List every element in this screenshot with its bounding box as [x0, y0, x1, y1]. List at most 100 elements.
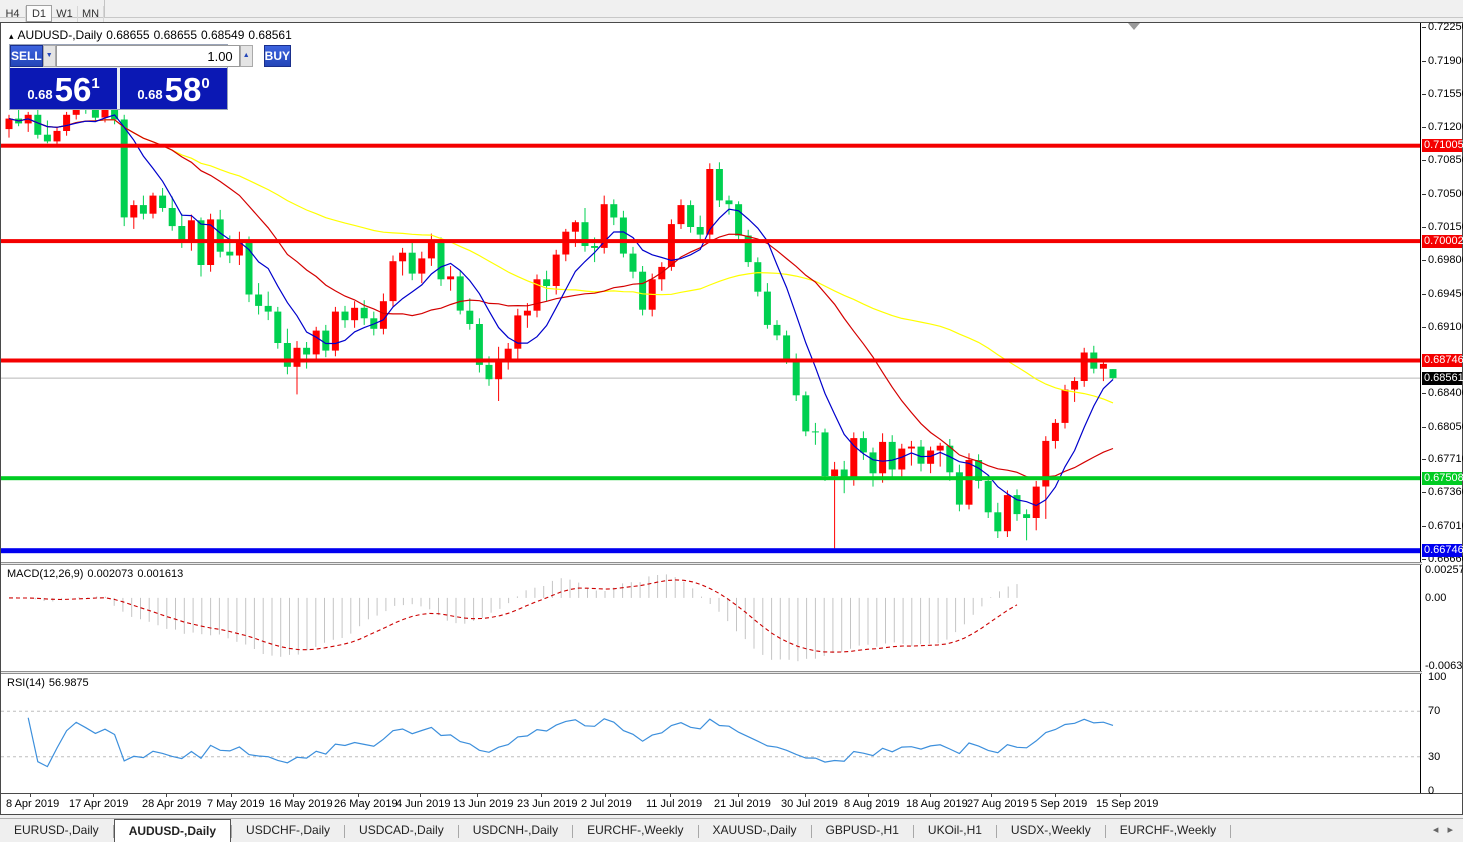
sell-price-pip: 1 — [91, 75, 100, 92]
chart-tab-ukoil-h1[interactable]: UKOil-,H1 — [927, 823, 982, 837]
chart-tab-usdchf-daily[interactable]: USDCHF-,Daily — [246, 823, 331, 837]
date-tick-mark — [670, 794, 671, 797]
tab-divider — [231, 825, 233, 838]
buy-price-pip: 0 — [201, 75, 210, 92]
price-tick-mark — [1422, 61, 1426, 62]
volume-increase-button[interactable]: ▲ — [239, 45, 253, 67]
chart-tab-usdcad-daily[interactable]: USDCAD-,Daily — [359, 823, 444, 837]
level-price-badge: 0.71005 — [1422, 139, 1463, 152]
current-price-badge: 0.68561 — [1422, 372, 1463, 385]
timeframe-button-d1[interactable]: D1 — [26, 5, 52, 22]
date-label: 17 Apr 2019 — [69, 798, 129, 810]
chart-tab-eurusd-daily[interactable]: EURUSD-,Daily — [14, 823, 99, 837]
tab-scroll-left-icon[interactable]: ◂ — [1432, 824, 1439, 836]
chart-tab-audusd-daily[interactable]: AUDUSD-,Daily — [113, 819, 232, 842]
price-tick-mark — [1422, 127, 1426, 128]
date-tick-mark — [930, 794, 931, 797]
tab-divider — [344, 825, 346, 838]
volume-decrease-button[interactable]: ▼ — [42, 45, 56, 67]
date-label: 16 May 2019 — [269, 798, 333, 810]
level-price-badge: 0.70002 — [1422, 235, 1463, 248]
price-chart-pane[interactable] — [1, 23, 1421, 562]
date-label: 5 Sep 2019 — [1031, 798, 1088, 810]
price-tick-mark — [1422, 327, 1426, 328]
collapse-panel-icon[interactable]: ▴ — [9, 31, 14, 41]
price-tick-mark — [1422, 393, 1426, 394]
symbol-title: AUDUSD-,Daily — [17, 28, 103, 42]
rsi-indicator-pane[interactable]: RSI(14) 56.9875 — [1, 674, 1421, 793]
date-label: 15 Sep 2019 — [1096, 798, 1159, 810]
rsi-axis-label: 70 — [1428, 705, 1441, 717]
pane-separator[interactable] — [1, 562, 1462, 565]
level-price-badge: 0.66746 — [1422, 544, 1463, 557]
date-label: 28 Apr 2019 — [142, 798, 202, 810]
date-tick-mark — [868, 794, 869, 797]
sell-price-big: 56 — [54, 71, 92, 108]
date-label: 8 Apr 2019 — [6, 798, 60, 810]
chart-tab-xauusd-daily[interactable]: XAUUSD-,Daily — [712, 823, 797, 837]
level-price-badge: 0.68746 — [1422, 354, 1463, 367]
date-tick-mark — [991, 794, 992, 797]
date-label: 30 Jul 2019 — [781, 798, 838, 810]
volume-input[interactable] — [55, 45, 240, 67]
tab-scroll-controls: ◂ ▸ — [1427, 819, 1463, 842]
tab-divider — [810, 825, 812, 838]
date-label: 13 Jun 2019 — [453, 798, 514, 810]
date-tick-mark — [738, 794, 739, 797]
date-label: 4 Jun 2019 — [396, 798, 451, 810]
pane-separator[interactable] — [1, 671, 1462, 674]
buy-price-big: 58 — [164, 71, 202, 108]
date-label: 2 Jul 2019 — [581, 798, 632, 810]
level-price-badge: 0.67508 — [1422, 472, 1463, 485]
price-tick-mark — [1422, 260, 1426, 261]
toolbar-separator — [104, 0, 105, 17]
date-tick-mark — [231, 794, 232, 797]
buy-button[interactable]: BUY — [263, 45, 292, 67]
chart-tab-usdx-weekly[interactable]: USDX-,Weekly — [1010, 823, 1091, 837]
ohlc-high: 0.68655 — [153, 28, 197, 42]
chart-tab-eurchf-weekly[interactable]: EURCHF-,Weekly — [1119, 823, 1217, 837]
date-tick-mark — [93, 794, 94, 797]
timeframe-button-w1[interactable]: W1 — [52, 6, 78, 23]
ohlc-low: 0.68549 — [201, 28, 245, 42]
date-label: 8 Aug 2019 — [844, 798, 900, 810]
one-click-trade-panel: SELL ▼ ▲ BUY 0.68 56 1 0.68 58 0 — [9, 44, 292, 110]
price-tick-mark — [1422, 492, 1426, 493]
rsi-label: RSI(14) 56.9875 — [7, 677, 89, 689]
date-tick-mark — [1120, 794, 1121, 797]
date-tick-mark — [1055, 794, 1056, 797]
tab-divider — [697, 825, 699, 838]
date-tick-mark — [358, 794, 359, 797]
macd-indicator-pane[interactable]: MACD(12,26,9) 0.002073 0.001613 — [1, 565, 1421, 671]
sell-button[interactable]: SELL — [10, 45, 43, 67]
buy-price-display[interactable]: 0.68 58 0 — [120, 68, 227, 109]
timeframe-button-mn[interactable]: MN — [78, 6, 104, 23]
chart-tab-usdcnh-daily[interactable]: USDCNH-,Daily — [472, 823, 559, 837]
tab-scroll-right-icon[interactable]: ▸ — [1447, 824, 1453, 836]
price-tick-mark — [1422, 459, 1426, 460]
price-tick-mark — [1422, 427, 1426, 428]
price-tick-mark — [1422, 160, 1426, 161]
chart-tab-eurchf-weekly[interactable]: EURCHF-,Weekly — [587, 823, 684, 837]
timeframe-toolbar: H4 D1 W1 MN — [0, 0, 1463, 23]
macd-label: MACD(12,26,9) 0.002073 0.001613 — [7, 568, 184, 580]
chart-tab-gbpusd-h1[interactable]: GBPUSD-,H1 — [825, 823, 899, 837]
price-tick-mark — [1422, 559, 1426, 560]
price-tick-mark — [1422, 294, 1426, 295]
tab-divider — [912, 825, 914, 838]
date-axis[interactable]: 8 Apr 2019 17 Apr 2019 28 Apr 2019 7 May 20… — [1, 793, 1462, 814]
timeframe-button-h4[interactable]: H4 — [0, 6, 26, 23]
tab-divider — [995, 825, 997, 838]
sell-price-display[interactable]: 0.68 56 1 — [10, 68, 117, 109]
tab-divider — [1104, 825, 1106, 838]
date-tick-mark — [605, 794, 606, 797]
macd-axis-label: 0.00 — [1425, 592, 1447, 604]
chart-shift-marker-icon[interactable] — [1128, 23, 1140, 30]
